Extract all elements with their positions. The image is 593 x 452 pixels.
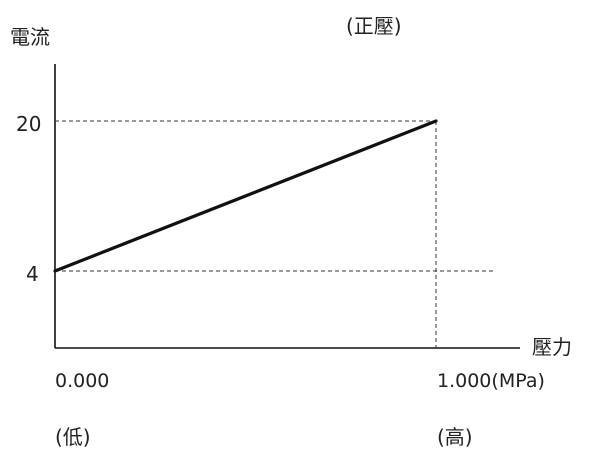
y-tick-label-20: 20: [16, 112, 41, 136]
reference-lines: [55, 120, 495, 348]
x-unit-label: (MPa): [491, 370, 544, 392]
series-line: [53, 119, 438, 273]
y-tick-label-4: 4: [26, 262, 39, 286]
top-annotation: (正壓): [346, 14, 402, 38]
x-tick-label-min: 0.000: [55, 370, 109, 392]
x-tick-sublabel-low: (低): [55, 425, 91, 449]
x-tick-sublabel-high: (高): [437, 425, 473, 449]
series-group: [53, 119, 438, 273]
x-tick-label-max-value: 1.000: [437, 370, 491, 392]
x-axis-label: 壓力: [532, 335, 572, 359]
x-tick-label-max: 1.000(MPa): [437, 370, 545, 392]
y-axis-label: 電流: [10, 25, 50, 49]
